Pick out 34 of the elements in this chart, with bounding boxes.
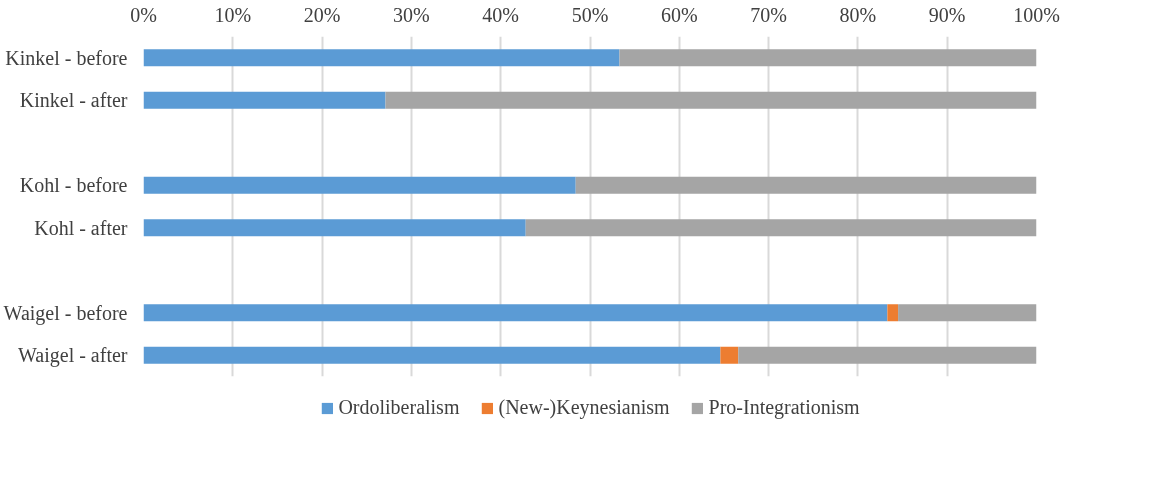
y-tick-label: Waigel - after [18,344,128,368]
y-tick-label: Kinkel - after [19,89,128,112]
bar [143,219,526,237]
x-tick-label: 70% [750,3,787,26]
bar [738,346,1037,364]
x-tick-label: 100% [1013,3,1060,26]
x-tick-label: 20% [303,3,341,26]
bar [143,176,576,194]
bar [575,176,1037,194]
bar [525,219,1037,237]
legend-label: (New-)Keynesianism [498,396,670,419]
legend-label: Ordoliberalism [338,396,460,419]
bar [385,91,1037,109]
x-tick-label: 0% [130,3,157,26]
bar [143,49,620,67]
bar [143,346,721,364]
bar [143,91,386,109]
x-tick-label: 60% [660,3,698,26]
legend-label: Pro-Integrationism [708,396,860,419]
y-tick-label: Waigel - before [3,301,128,325]
x-tick-label: 90% [928,3,966,26]
bar [720,346,739,364]
bar [143,304,888,322]
bar [887,304,899,322]
y-tick-label: Kohl - before [19,174,128,197]
bar [898,304,1037,322]
bar [619,49,1037,67]
y-tick-label: Kinkel - before [5,46,128,69]
x-tick-label: 40% [482,3,520,26]
x-tick-label: 50% [571,3,609,26]
x-tick-label: 10% [214,3,252,26]
x-tick-label: 30% [393,3,430,26]
y-tick-label: Kohl - after [34,216,128,239]
x-tick-label: 80% [839,3,877,26]
